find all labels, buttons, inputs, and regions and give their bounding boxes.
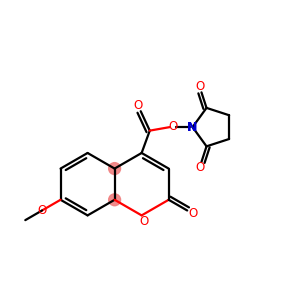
Text: O: O (133, 99, 142, 112)
Text: O: O (169, 120, 178, 133)
Circle shape (109, 163, 121, 175)
Text: N: N (187, 121, 197, 134)
Text: O: O (38, 204, 46, 217)
Text: O: O (195, 161, 204, 174)
Text: O: O (140, 215, 148, 228)
Circle shape (109, 194, 121, 206)
Text: O: O (188, 207, 197, 220)
Text: N: N (188, 121, 198, 134)
Text: O: O (195, 80, 204, 93)
